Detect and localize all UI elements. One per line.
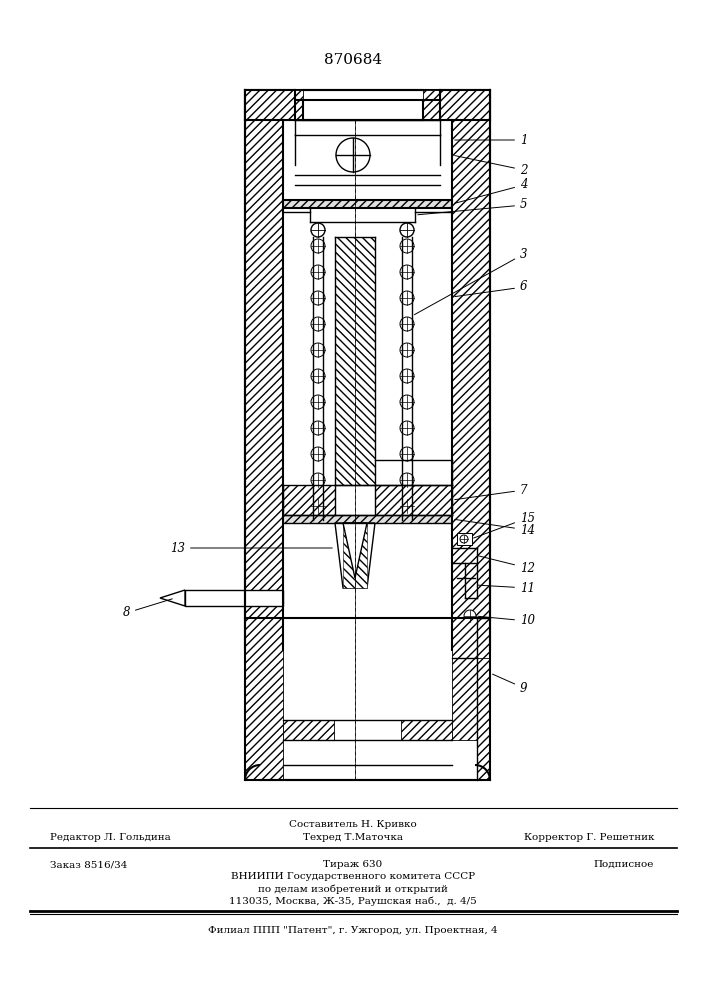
- Text: Редактор Л. Гольдина: Редактор Л. Гольдина: [50, 833, 171, 842]
- Bar: [303, 100, 423, 120]
- Text: 2: 2: [455, 156, 527, 176]
- Text: 1: 1: [455, 133, 527, 146]
- Text: 14: 14: [455, 519, 535, 536]
- Circle shape: [400, 265, 414, 279]
- Bar: [452, 618, 490, 740]
- Circle shape: [311, 291, 325, 305]
- Text: 10: 10: [478, 614, 535, 628]
- Text: Заказ 8516/34: Заказ 8516/34: [50, 860, 127, 869]
- Bar: [245, 90, 295, 120]
- Circle shape: [311, 447, 325, 461]
- Circle shape: [311, 317, 325, 331]
- Text: 15: 15: [474, 512, 535, 538]
- Text: 8: 8: [122, 599, 173, 619]
- Bar: [245, 618, 283, 780]
- Bar: [283, 200, 452, 208]
- Text: 4: 4: [455, 178, 527, 203]
- Polygon shape: [335, 523, 375, 588]
- Circle shape: [311, 499, 325, 513]
- Text: 13: 13: [170, 542, 332, 554]
- Text: Подписное: Подписное: [594, 860, 654, 869]
- Bar: [283, 720, 334, 740]
- Text: 5: 5: [418, 198, 527, 215]
- Text: 12: 12: [478, 556, 535, 574]
- Text: ВНИИПИ Государственного комитета СССР: ВНИИПИ Государственного комитета СССР: [231, 872, 475, 881]
- Circle shape: [464, 610, 476, 622]
- Text: по делам изобретений и открытий: по делам изобретений и открытий: [258, 884, 448, 894]
- Text: Техред Т.Маточка: Техред Т.Маточка: [303, 833, 403, 842]
- Polygon shape: [185, 590, 283, 606]
- Circle shape: [311, 473, 325, 487]
- Circle shape: [400, 291, 414, 305]
- Bar: [440, 90, 490, 120]
- Circle shape: [311, 223, 325, 237]
- Text: Корректор Г. Решетник: Корректор Г. Решетник: [523, 833, 654, 842]
- Circle shape: [460, 535, 468, 543]
- Text: 3: 3: [414, 247, 527, 315]
- Text: 6: 6: [455, 280, 527, 297]
- Bar: [452, 120, 490, 650]
- Bar: [335, 237, 375, 485]
- Bar: [245, 90, 490, 120]
- Circle shape: [336, 138, 370, 172]
- Circle shape: [400, 223, 414, 237]
- Circle shape: [311, 239, 325, 253]
- Bar: [402, 720, 452, 740]
- Circle shape: [400, 343, 414, 357]
- Circle shape: [311, 421, 325, 435]
- Bar: [423, 90, 440, 120]
- Circle shape: [400, 473, 414, 487]
- Bar: [295, 90, 303, 120]
- Text: 11: 11: [478, 582, 535, 594]
- Circle shape: [311, 265, 325, 279]
- Circle shape: [400, 369, 414, 383]
- Circle shape: [311, 395, 325, 409]
- Text: 9: 9: [493, 674, 527, 694]
- Circle shape: [400, 395, 414, 409]
- Bar: [343, 523, 367, 588]
- Circle shape: [400, 421, 414, 435]
- Circle shape: [311, 369, 325, 383]
- Polygon shape: [160, 590, 185, 606]
- Polygon shape: [343, 523, 367, 578]
- Text: 870684: 870684: [324, 53, 382, 67]
- Bar: [457, 533, 472, 545]
- Circle shape: [400, 499, 414, 513]
- Circle shape: [311, 343, 325, 357]
- Bar: [477, 658, 490, 780]
- Bar: [283, 485, 335, 515]
- Text: 7: 7: [455, 484, 527, 500]
- Circle shape: [400, 239, 414, 253]
- Text: Филиал ППП "Патент", г. Ужгород, ул. Проектная, 4: Филиал ППП "Патент", г. Ужгород, ул. Про…: [208, 926, 498, 935]
- Circle shape: [400, 317, 414, 331]
- Text: Составитель Н. Кривко: Составитель Н. Кривко: [289, 820, 417, 829]
- Circle shape: [400, 447, 414, 461]
- Bar: [283, 515, 452, 523]
- Text: Тираж 630: Тираж 630: [323, 860, 382, 869]
- Text: 113035, Москва, Ж-35, Раушская наб.,  д. 4/5: 113035, Москва, Ж-35, Раушская наб., д. …: [229, 896, 477, 906]
- Bar: [245, 120, 283, 650]
- Bar: [375, 485, 452, 515]
